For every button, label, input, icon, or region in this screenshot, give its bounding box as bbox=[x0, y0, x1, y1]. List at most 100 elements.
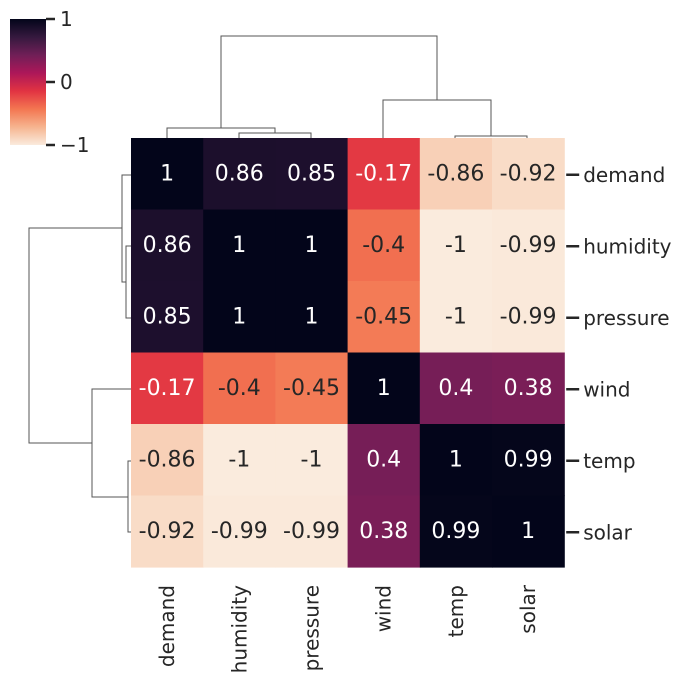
row-dendrogram-link bbox=[91, 388, 131, 498]
heatmap-cell bbox=[131, 424, 204, 497]
heatmap-cell bbox=[419, 424, 493, 497]
cell-annotation: 1 bbox=[377, 376, 391, 401]
colorbar-tick-label: 1 bbox=[60, 7, 73, 31]
cell-annotation: 0.85 bbox=[143, 304, 192, 329]
cell-annotation: 1 bbox=[305, 233, 319, 258]
row-tick-label: humidity bbox=[583, 234, 671, 258]
row-tick-label: wind bbox=[583, 377, 630, 401]
row-tick-label: solar bbox=[583, 520, 632, 544]
row-dendrogram-link bbox=[125, 245, 131, 319]
cell-annotation: 1 bbox=[232, 233, 246, 258]
heatmap-cell bbox=[347, 209, 421, 282]
heatmap-cell bbox=[347, 495, 421, 568]
row-dendrogram bbox=[28, 174, 131, 533]
heatmap-cell bbox=[492, 138, 565, 211]
cell-annotation: 0.99 bbox=[504, 447, 553, 472]
row-tick-label: pressure bbox=[583, 306, 669, 330]
heatmap-cell bbox=[275, 424, 349, 497]
column-tick-label: humidity bbox=[227, 585, 251, 673]
heatmap-cell bbox=[275, 495, 349, 568]
cell-annotation: 0.99 bbox=[431, 519, 480, 544]
cell-annotation: 0.4 bbox=[438, 376, 473, 401]
cell-annotation: 1 bbox=[160, 161, 174, 186]
cell-annotation: -0.99 bbox=[283, 519, 340, 544]
cell-annotation: 0.86 bbox=[215, 161, 264, 186]
cell-annotation: -0.99 bbox=[500, 233, 557, 258]
row-tick-label: temp bbox=[583, 449, 635, 473]
cell-annotation: -1 bbox=[445, 233, 467, 258]
heatmap-cell bbox=[275, 138, 349, 211]
cell-annotation: 0.38 bbox=[359, 519, 408, 544]
column-tick-label: solar bbox=[516, 584, 540, 633]
cell-annotation: -0.99 bbox=[211, 519, 268, 544]
cell-annotation: -1 bbox=[445, 304, 467, 329]
column-tick-label: wind bbox=[372, 585, 396, 632]
heatmap-cell bbox=[419, 281, 493, 354]
column-dendrogram-link bbox=[220, 35, 438, 128]
heatmap-cell bbox=[203, 495, 276, 568]
heatmap-cell bbox=[492, 424, 565, 497]
heatmap-cell bbox=[131, 209, 204, 282]
heatmap-cell bbox=[131, 352, 204, 425]
column-tick-label: pressure bbox=[300, 585, 324, 671]
cell-annotation: -0.86 bbox=[139, 447, 196, 472]
cell-annotation: -0.92 bbox=[500, 161, 557, 186]
heatmap-cell bbox=[347, 138, 421, 211]
heatmap-cell bbox=[275, 352, 349, 425]
heatmap-cell bbox=[131, 138, 204, 211]
heatmap-cell bbox=[203, 424, 276, 497]
cell-annotation: 1 bbox=[305, 304, 319, 329]
cell-annotation: -1 bbox=[228, 447, 250, 472]
cell-annotation: 1 bbox=[232, 304, 246, 329]
column-dendrogram-link bbox=[454, 135, 528, 138]
cell-annotation: -0.4 bbox=[218, 376, 261, 401]
column-tick-label: demand bbox=[155, 585, 179, 667]
heatmap-cell bbox=[347, 352, 421, 425]
column-tick-label: temp bbox=[444, 585, 468, 637]
colorbar: 1 0 −1 bbox=[10, 7, 89, 157]
heatmap-cell bbox=[203, 352, 276, 425]
heatmap-cell bbox=[419, 138, 493, 211]
cell-annotation: 0.85 bbox=[287, 161, 336, 186]
column-tick-labels: demand humidity pressure wind temp solar bbox=[155, 584, 540, 673]
cell-annotation: 1 bbox=[449, 447, 463, 472]
cell-annotation: 0.86 bbox=[143, 233, 192, 258]
column-dendrogram bbox=[166, 35, 528, 138]
heatmap-cell bbox=[275, 281, 349, 354]
column-dendrogram-link bbox=[382, 99, 492, 138]
cell-annotation: -0.45 bbox=[355, 304, 412, 329]
heatmap-cell bbox=[492, 209, 565, 282]
heatmap-cell bbox=[203, 138, 276, 211]
colorbar-tick-label: 0 bbox=[60, 70, 73, 94]
heatmap-cell bbox=[203, 209, 276, 282]
heatmap-cell bbox=[347, 424, 421, 497]
column-dendrogram-link bbox=[238, 132, 312, 138]
colorbar-ticks: 1 0 −1 bbox=[46, 7, 89, 157]
row-tick-labels: demand humidity pressure wind temp solar bbox=[566, 163, 672, 544]
heatmap-cell bbox=[275, 209, 349, 282]
cell-annotation: -0.4 bbox=[362, 233, 405, 258]
heatmap-cell bbox=[131, 281, 204, 354]
heatmap-cell bbox=[492, 495, 565, 568]
cell-annotation: -0.99 bbox=[500, 304, 557, 329]
heatmap-cell bbox=[203, 281, 276, 354]
cell-annotation: 1 bbox=[521, 519, 535, 544]
cell-annotation: 0.4 bbox=[366, 447, 401, 472]
heatmap-cell bbox=[419, 352, 493, 425]
heatmap-cell bbox=[419, 209, 493, 282]
cell-annotation: -1 bbox=[301, 447, 323, 472]
heatmap-cell bbox=[131, 495, 204, 568]
row-dendrogram-link bbox=[127, 460, 131, 533]
cell-annotation: -0.86 bbox=[427, 161, 484, 186]
heatmap: 1 0.86 0.85 -0.17 -0.86 -0.92 0.86 1 1 -0.4 -1 -0.9… bbox=[131, 138, 565, 568]
cell-annotation: -0.17 bbox=[355, 161, 412, 186]
heatmap-cell bbox=[419, 495, 493, 568]
row-tick-label: demand bbox=[583, 163, 665, 187]
heatmap-cell bbox=[492, 281, 565, 354]
cell-annotation: -0.17 bbox=[139, 376, 196, 401]
heatmap-cell bbox=[492, 352, 565, 425]
colorbar-gradient bbox=[10, 19, 46, 145]
colorbar-tick-label: −1 bbox=[60, 133, 89, 157]
heatmap-cell bbox=[347, 281, 421, 354]
